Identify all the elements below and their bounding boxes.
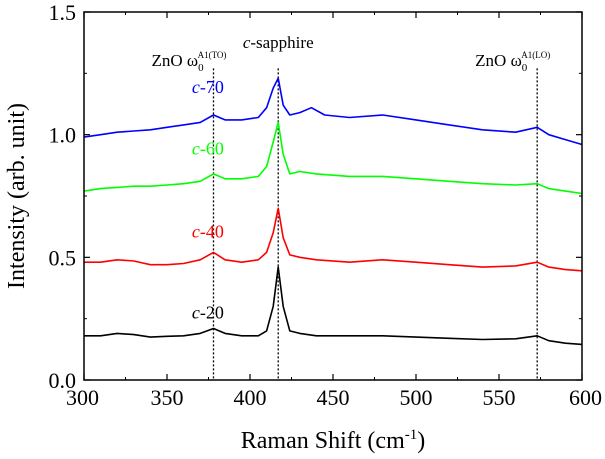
series-label-c-40: c-40 (192, 222, 224, 242)
x-tick-label-550: 550 (483, 385, 516, 410)
series-label-c-70: c-70 (192, 77, 224, 97)
axis-ticks (83, 11, 583, 381)
reference-label-0: ZnO ω0A1(TO) (151, 50, 226, 74)
reference-label-1: c-sapphire (243, 33, 314, 52)
y-axis-title: Intensity (arb. unit) (4, 103, 30, 289)
x-tick-label-600: 600 (569, 385, 602, 410)
reference-label-2: ZnO ω0A1(LO) (475, 50, 550, 74)
y-tick-label-1.5: 1.5 (49, 0, 77, 25)
x-tick-label-300: 300 (66, 385, 99, 410)
x-tick-label-500: 500 (400, 385, 433, 410)
series-label-c-60: c-60 (192, 138, 224, 158)
series-label-c-20: c-20 (192, 303, 224, 323)
series-line-c-40 (84, 207, 583, 272)
y-tick-label-0: 0.0 (49, 368, 77, 393)
x-tick-label-350: 350 (151, 385, 184, 410)
series-line-c-20 (84, 266, 583, 346)
series-line-c-60 (83, 121, 583, 195)
spectra-series (83, 77, 583, 346)
y-tick-label-1: 1.0 (49, 123, 77, 148)
y-tick-label-0.5: 0.5 (49, 245, 77, 270)
x-tick-label-400: 400 (234, 385, 267, 410)
x-tick-label-450: 450 (317, 385, 350, 410)
series-line-c-70 (83, 77, 583, 146)
x-axis-title: Raman Shift (cm-1) (241, 427, 425, 454)
text-labels: 300 350 400 450 500 550 600 0.0 0.5 1.0 1.5 Raman S… (4, 0, 602, 454)
